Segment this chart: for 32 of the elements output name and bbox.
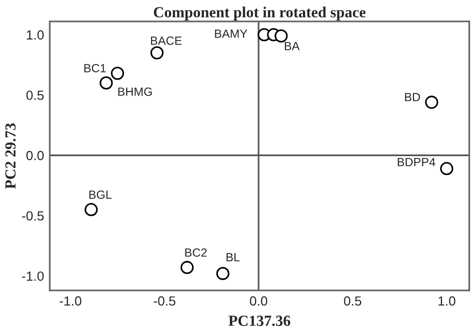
x-tick-label: 0.0: [250, 296, 268, 306]
point: [110, 66, 124, 80]
annotation: BAMY: [215, 30, 248, 38]
annotation: BC2: [185, 248, 207, 257]
point: [274, 29, 288, 42]
annotation: BDPP4: [398, 158, 436, 166]
y-tick-label: 0.0: [26, 150, 44, 160]
chart-title: Component plot in rotated space: [154, 6, 366, 21]
y-tick-label: -0.5: [22, 211, 44, 221]
point: [150, 46, 164, 60]
y-tick-label: 1.0: [26, 30, 44, 40]
y-tick-label: 0.5: [26, 90, 44, 100]
x-tick-label: 1.0: [438, 296, 456, 306]
x-tick-label: 0.5: [344, 296, 362, 306]
x-tick-label: -0.5: [154, 296, 176, 306]
y-tick-label: -1.0: [22, 271, 44, 281]
annotation: BL: [226, 253, 240, 262]
point: [100, 76, 113, 90]
point: [180, 260, 194, 274]
x-axis-title: PC137.36: [228, 316, 290, 326]
annotation: BACE: [151, 36, 182, 45]
point: [216, 266, 230, 280]
point: [425, 96, 438, 109]
annotation: BC1: [84, 64, 106, 72]
y-axis-title: PC2 29.73: [5, 123, 16, 189]
annotation: BA: [284, 42, 300, 50]
point: [84, 203, 98, 216]
point: [440, 162, 454, 176]
annotation: BHMG: [118, 87, 152, 96]
x-tick-label: -1.0: [60, 296, 82, 306]
annotation: BGL: [89, 190, 112, 199]
annotation: BD: [405, 93, 420, 102]
